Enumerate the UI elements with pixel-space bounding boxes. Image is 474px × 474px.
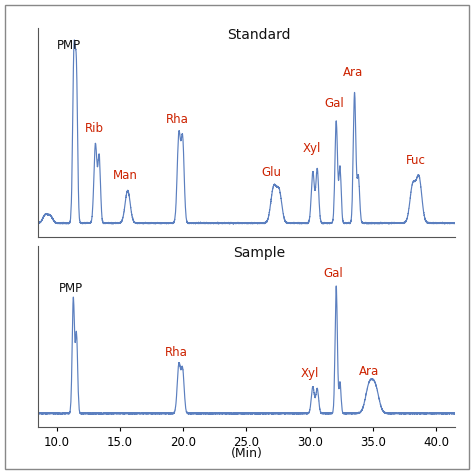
Text: Rib: Rib (85, 122, 104, 135)
Text: Standard: Standard (228, 28, 291, 42)
Text: Xyl: Xyl (302, 142, 321, 155)
Text: Rha: Rha (165, 346, 188, 359)
Text: Xyl: Xyl (301, 367, 319, 380)
Text: Man: Man (113, 169, 137, 182)
Text: Glu: Glu (262, 165, 282, 179)
Text: Gal: Gal (324, 267, 344, 280)
Text: Ara: Ara (343, 66, 364, 80)
Text: Gal: Gal (324, 97, 344, 110)
Text: (Min): (Min) (230, 447, 263, 460)
Text: PMP: PMP (57, 38, 81, 52)
Text: Ara: Ara (359, 365, 379, 378)
Text: Sample: Sample (233, 246, 285, 260)
Text: PMP: PMP (59, 282, 83, 295)
Text: Fuc: Fuc (406, 155, 426, 167)
Text: Rha: Rha (165, 113, 188, 126)
